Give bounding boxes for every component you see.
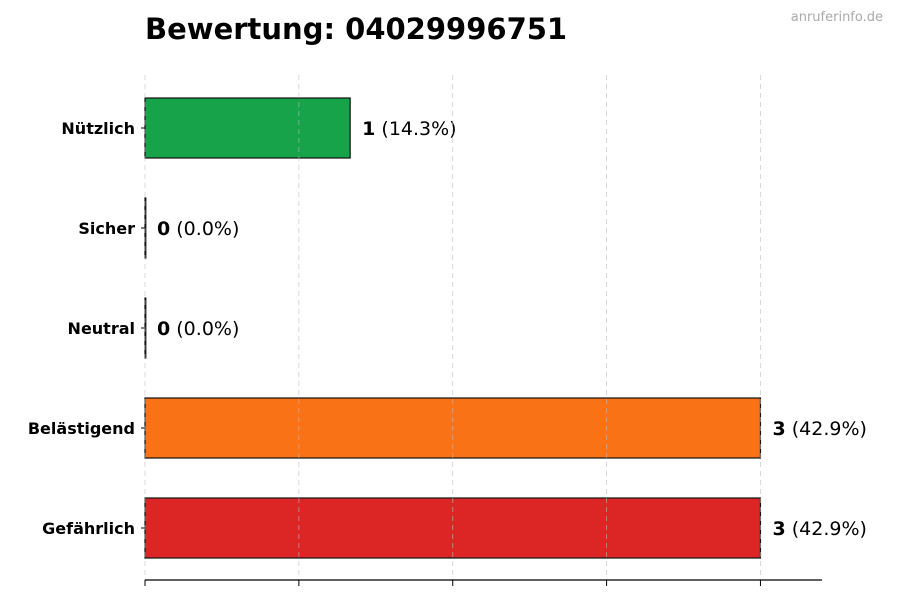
y-tick-label: Neutral	[68, 319, 135, 338]
y-tick-label: Sicher	[78, 219, 135, 238]
data-label-value: 3	[772, 518, 785, 540]
data-label-value: 0	[157, 218, 170, 240]
y-tick-label: Gefährlich	[42, 519, 135, 538]
data-label-percent: (0.0%)	[170, 318, 239, 340]
y-tick-label: Belästigend	[28, 419, 135, 438]
data-label: 0 (0.0%)	[157, 218, 239, 240]
data-label-percent: (14.3%)	[375, 118, 456, 140]
data-label: 3 (42.9%)	[772, 418, 866, 440]
y-tick-label: Nützlich	[61, 119, 135, 138]
data-label-percent: (42.9%)	[786, 418, 867, 440]
data-label-value: 0	[157, 318, 170, 340]
data-label-value: 1	[362, 118, 375, 140]
data-label-value: 3	[772, 418, 785, 440]
bar-0	[144, 97, 351, 159]
data-label: 3 (42.9%)	[772, 518, 866, 540]
data-label: 1 (14.3%)	[362, 118, 456, 140]
data-label: 0 (0.0%)	[157, 318, 239, 340]
data-label-percent: (42.9%)	[786, 518, 867, 540]
watermark: anruferinfo.de	[790, 10, 883, 25]
chart-title: Bewertung: 04029996751	[145, 12, 568, 46]
data-label-percent: (0.0%)	[170, 218, 239, 240]
